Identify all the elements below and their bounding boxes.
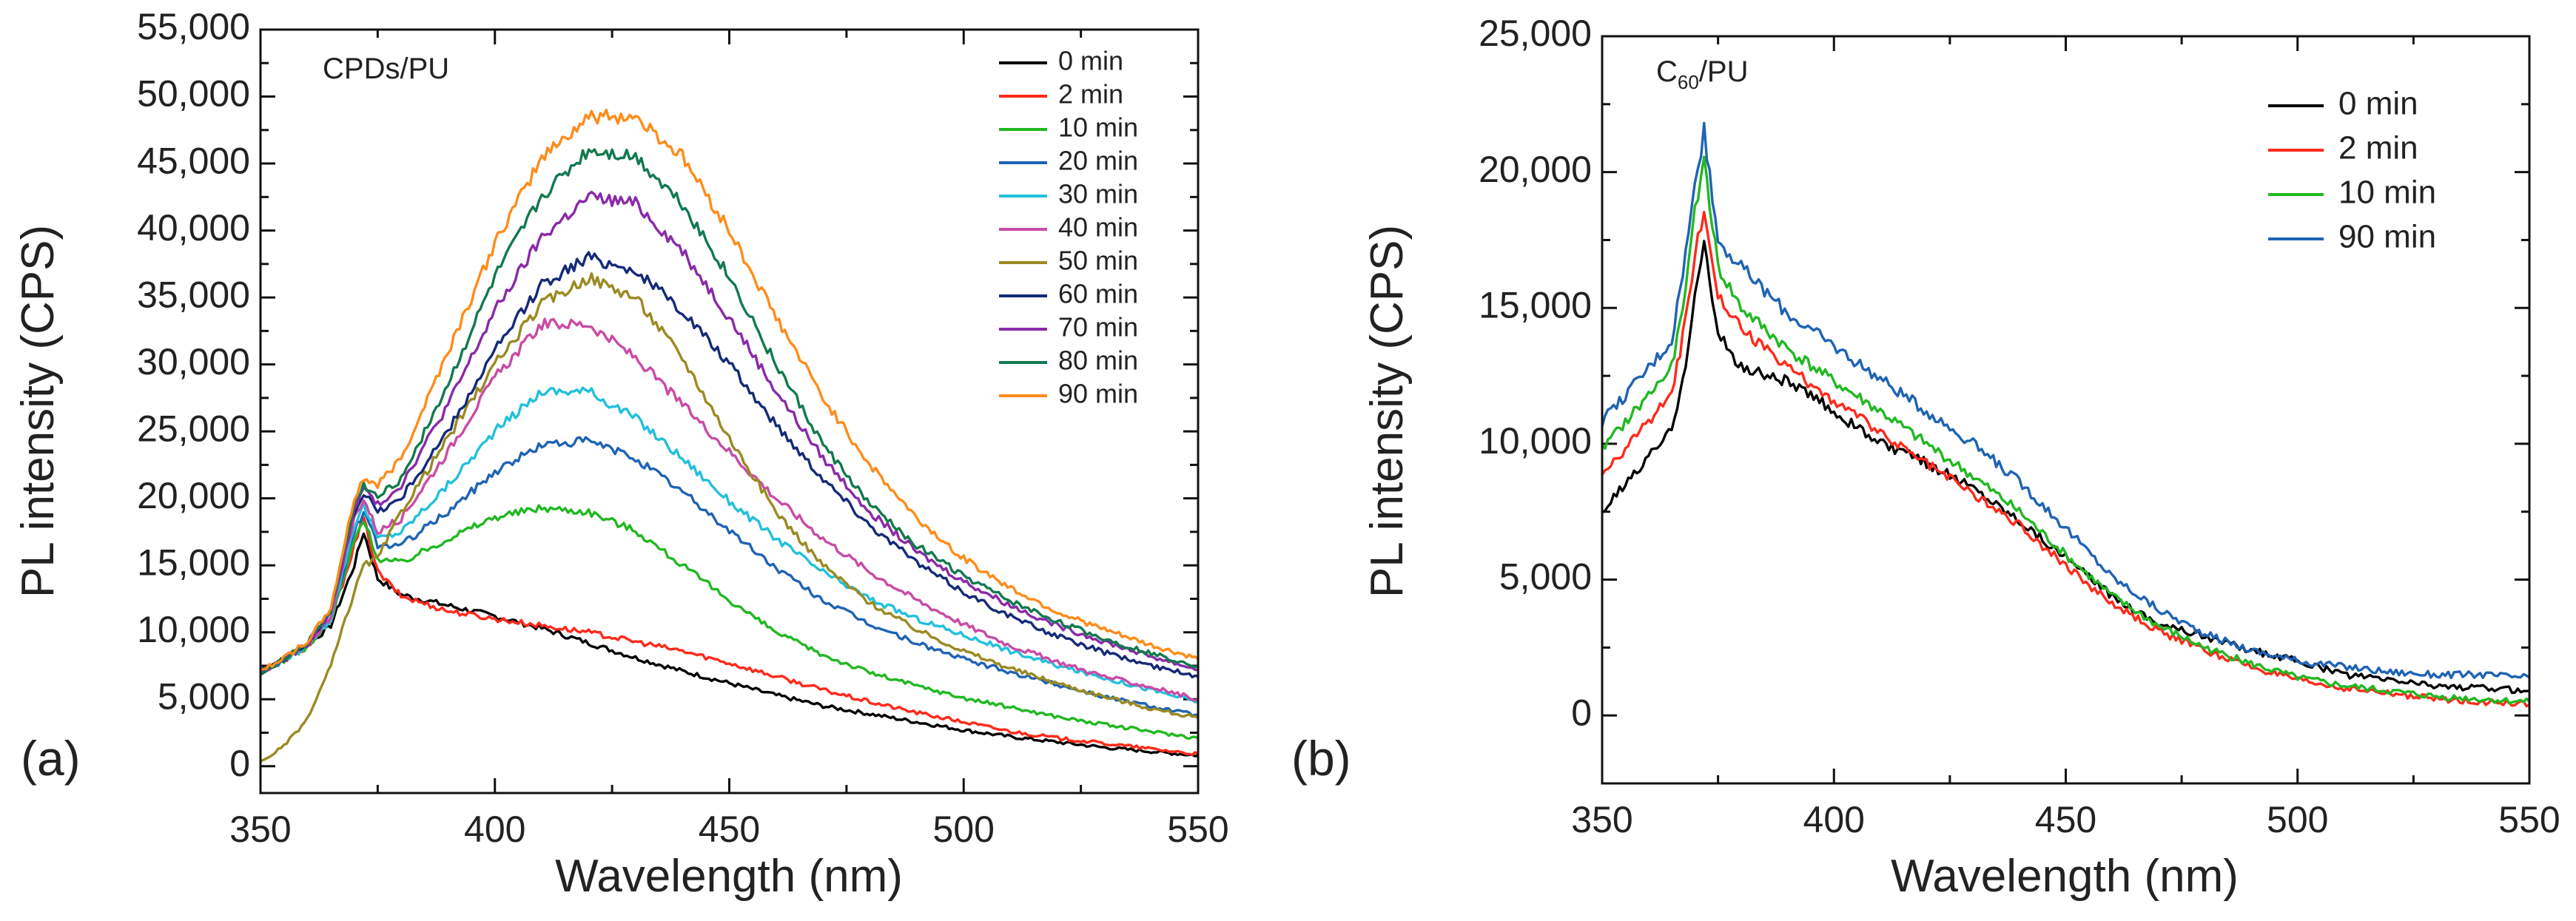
- panel-b-xtick-label: 500: [2267, 799, 2328, 840]
- panel-a-legend-label: 0 min: [1058, 46, 1123, 76]
- panel-a-ylabel: PL intensity (CPS): [13, 225, 64, 598]
- panel-b-legend-label: 0 min: [2338, 86, 2418, 122]
- panel-a-series-2-min: [260, 516, 1199, 757]
- panel-b-frame: [1601, 35, 2531, 785]
- panel-a-legend-label: 80 min: [1058, 345, 1138, 376]
- panel-b-title: C60/PU: [1656, 55, 1749, 93]
- panel-a-series-60-min: [260, 251, 1199, 679]
- panel-a-series-10-min: [260, 504, 1199, 740]
- panel-b-title-rest: /PU: [1699, 55, 1749, 88]
- panel-b-series: [1601, 121, 2531, 708]
- panel-b-ytick-label: 25,000: [1479, 13, 1592, 54]
- panel-a-xlabel: Wavelength (nm): [555, 851, 903, 902]
- panel-a-series-40-min: [260, 317, 1199, 702]
- panel-b-xtick-label: 350: [1571, 799, 1632, 840]
- panel-a-series-30-min: [259, 386, 1199, 704]
- panel-a-ytick-label: 40,000: [137, 207, 250, 249]
- panel-b-xtick-label: 450: [2035, 799, 2096, 840]
- panel-a-legend-label: 2 min: [1058, 79, 1123, 109]
- panel-b-xtick-label: 400: [1803, 799, 1865, 840]
- panel-b-xlabel: Wavelength (nm): [1891, 851, 2239, 902]
- panel-b-tick-labels: 0 5,000 10,000 15,000 20,000 25,000 350 400 450 5…: [1479, 13, 2560, 840]
- panel-a-label: (a): [21, 731, 81, 786]
- panel-a-ytick-label: 25,000: [137, 408, 250, 449]
- panel-b: 0 5,000 10,000 15,000 20,000 25,000 350 400 450 5…: [1291, 13, 2560, 902]
- panel-a-legend-label: 90 min: [1058, 379, 1138, 409]
- panel-b-series-90-min: [1601, 121, 2530, 680]
- panel-a-ytick-label: 55,000: [137, 6, 250, 47]
- panel-b-ytick-label: 0: [1571, 692, 1592, 733]
- panel-b-ytick-label: 10,000: [1479, 420, 1592, 462]
- panel-a-tick-labels: 0 5,000 10,000 15,000 20,000 25,000 30,000 35,0…: [137, 6, 1229, 850]
- panel-a-xtick-label: 450: [699, 809, 760, 850]
- panel-b-ylabel: PL intensity (CPS): [1362, 225, 1413, 598]
- panel-a-ytick-label: 5,000: [158, 675, 250, 717]
- panel-b-ticks: [1601, 35, 2531, 783]
- panel-a-xtick-label: 350: [229, 809, 291, 850]
- panel-a-ytick-label: 30,000: [137, 341, 250, 382]
- panel-a-series-20-min: [260, 436, 1199, 718]
- panel-b-ytick-label: 15,000: [1479, 284, 1592, 325]
- panel-b-ytick-label: 20,000: [1479, 149, 1592, 190]
- panel-a-legend-label: 10 min: [1058, 112, 1138, 143]
- panel-b-legend-label: 90 min: [2338, 219, 2436, 255]
- panel-a: 0 5,000 10,000 15,000 20,000 25,000 30,000 35,0…: [13, 6, 1229, 902]
- panel-a-legend-label: 70 min: [1058, 312, 1138, 343]
- panel-a-xtick-label: 400: [464, 809, 525, 850]
- panel-a-title: CPDs/PU: [323, 53, 449, 85]
- panel-a-series-70-min: [259, 190, 1199, 675]
- panel-b-legend: 0 min 2 min 10 min 90 min: [2268, 86, 2436, 255]
- panel-a-ytick-label: 20,000: [137, 475, 250, 516]
- panel-b-series-10-min: [1601, 155, 2531, 705]
- panel-b-ytick-label: 5,000: [1499, 556, 1592, 598]
- panel-a-series-90-min: [260, 108, 1200, 672]
- panel-a-ytick-label: 45,000: [137, 140, 250, 181]
- panel-a-xtick-label: 550: [1167, 809, 1228, 850]
- panel-a-ytick-label: 35,000: [137, 274, 250, 315]
- panel-b-label: (b): [1291, 731, 1351, 786]
- panel-b-legend-label: 2 min: [2338, 130, 2418, 166]
- panel-b-title-sub: 60: [1678, 71, 1699, 93]
- panel-a-ytick-label: 50,000: [137, 73, 250, 115]
- panel-a-ticks: [259, 28, 1200, 793]
- panel-b-xtick-label: 550: [2498, 799, 2560, 840]
- panel-a-series-0-min: [260, 532, 1199, 758]
- panel-a-legend-label: 50 min: [1058, 246, 1138, 276]
- panel-a-ytick-label: 10,000: [137, 609, 250, 650]
- panel-a-series: [259, 108, 1200, 763]
- panel-a-legend-label: 60 min: [1058, 279, 1138, 309]
- panel-a-legend-label: 20 min: [1058, 146, 1138, 176]
- panel-a-legend-label: 30 min: [1058, 179, 1138, 209]
- panel-b-title-main: C: [1656, 55, 1678, 88]
- panel-a-legend-label: 40 min: [1058, 212, 1138, 243]
- panel-a-series-50-min: [260, 272, 1199, 763]
- panel-b-legend-label: 10 min: [2338, 175, 2436, 211]
- panel-b-series-2-min: [1601, 210, 2530, 708]
- panel-a-ytick-label: 15,000: [137, 542, 250, 583]
- panel-a-series-80-min: [260, 148, 1199, 674]
- panel-a-xtick-label: 500: [933, 809, 995, 850]
- panel-a-ytick-label: 0: [229, 743, 250, 784]
- panel-a-frame: [259, 28, 1200, 795]
